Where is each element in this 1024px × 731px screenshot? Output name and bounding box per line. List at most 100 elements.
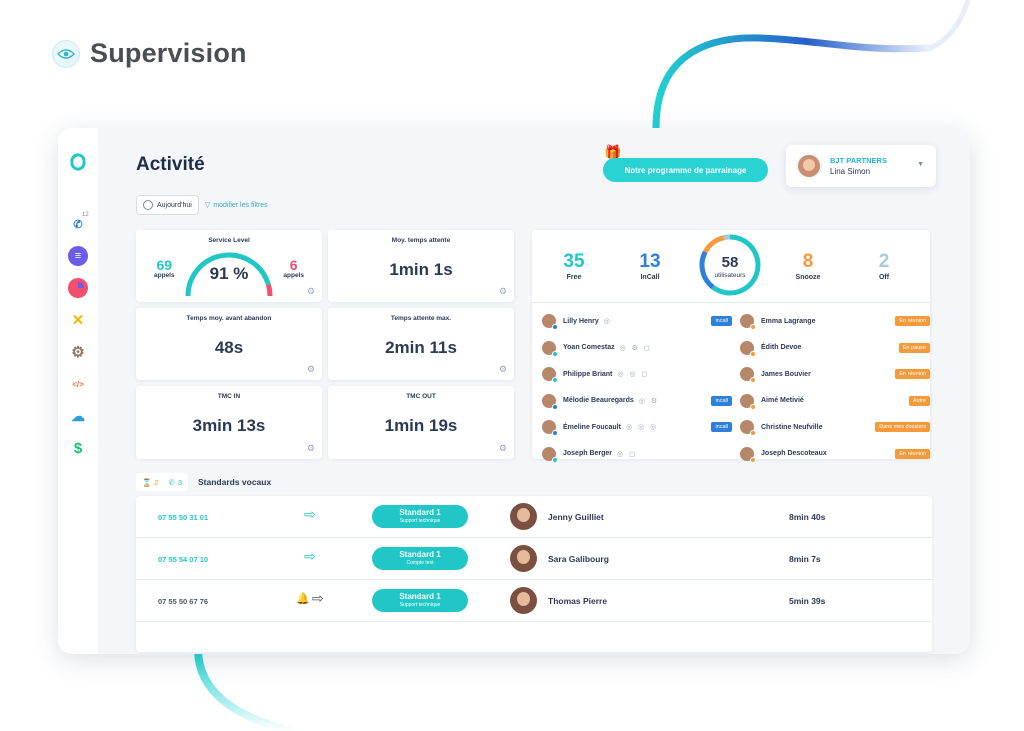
table-row[interactable]: 07 55 50 31 01 ⇨ Standard 1 Support techniq… xyxy=(136,496,932,538)
status-dot xyxy=(750,403,756,410)
users-panel: 35 Free 13 InCall 58 utilisateurs 8 Snoo… xyxy=(532,230,930,463)
kpi-label: TMC OUT xyxy=(406,393,436,400)
gear-icon[interactable]: ⚙ xyxy=(71,344,85,361)
donut-off-arc xyxy=(723,234,731,241)
user-name: Édith Devoe xyxy=(761,344,802,352)
user-row[interactable]: Édith Devoe En pause xyxy=(740,335,930,362)
table-row[interactable]: 07 55 50 67 76 🔔 ⇨ Standard 1 Support techni… xyxy=(136,580,932,622)
user-row[interactable]: Yoan Comestaz ◎ ⚙ ◻ xyxy=(542,335,732,362)
pie-chart-icon[interactable] xyxy=(68,278,88,298)
avatar xyxy=(740,446,756,463)
donut-free-arc xyxy=(711,234,761,296)
users-list-right: Emma Lagrange En réunion Édith Devoe En pau… xyxy=(740,308,930,467)
avatar xyxy=(542,314,558,331)
gear-icon[interactable]: ⚙ xyxy=(306,364,315,374)
status-badge: Dans mes dossiers xyxy=(875,422,930,433)
kpi-tmc-in: TMC IN 3min 13s ⚙ xyxy=(136,386,322,459)
caller-number[interactable]: 07 55 50 31 01 xyxy=(158,513,209,522)
transfer-arrow-icon[interactable]: ⇨ xyxy=(312,590,324,606)
standard-sub: Compte test xyxy=(406,560,434,566)
standards-title: Standards vocaux xyxy=(197,477,272,487)
stat-free: 35 Free xyxy=(544,252,604,282)
user-row[interactable]: Joseph Descoteaux En réunion xyxy=(740,441,930,468)
stat-count: 2 xyxy=(878,251,890,272)
missed-unit: appels xyxy=(283,272,304,279)
stat-label: Off xyxy=(878,274,890,281)
status-badge: Autre xyxy=(908,395,930,406)
hourglass-icon: ⌛ xyxy=(142,477,152,487)
avatar xyxy=(740,420,756,437)
eye-icon xyxy=(52,39,80,68)
gift-icon: 🎁 xyxy=(604,144,622,160)
user-row[interactable]: Lilly Henry ◎ incall xyxy=(542,308,732,335)
user-name: Lilly Henry xyxy=(563,317,599,325)
caller-number[interactable]: 07 55 50 67 76 xyxy=(158,597,209,606)
user-name: Aimé Metivié xyxy=(761,397,804,405)
phone-icon[interactable]: ✆ xyxy=(73,218,83,231)
user-row[interactable]: Joseph Berger ◎ ◻ xyxy=(542,441,732,468)
gear-icon[interactable]: ⚙ xyxy=(306,443,315,453)
main-content: Activité 🎁 Notre programme de parrainage… xyxy=(98,128,970,654)
user-row[interactable]: Mélodie Beauregards ◎ ⚙ incall xyxy=(542,388,732,415)
status-dot xyxy=(750,430,756,437)
user-name: Yoan Comestaz xyxy=(563,344,615,352)
status-dot xyxy=(750,377,756,384)
status-badge: En réunion xyxy=(895,316,930,327)
modify-filters-link[interactable]: ▽ modifier les filtres xyxy=(205,201,268,210)
table-row[interactable]: 07 55 54 07 10 ⇨ Standard 1 Compte test Sara… xyxy=(136,538,932,580)
user-name: Christine Neufville xyxy=(761,423,823,431)
answered-count: 69 xyxy=(156,257,173,273)
avatar xyxy=(542,367,558,384)
transfer-arrow-icon[interactable]: ⇨ xyxy=(304,506,316,522)
avatar xyxy=(510,545,537,572)
period-selector[interactable]: Aujourd'hui xyxy=(136,195,199,215)
standards-header: ⌛ 2 ✆ 3 Standards vocaux xyxy=(136,473,271,491)
clock-icon xyxy=(143,200,153,210)
chevron-down-icon[interactable]: ▼ xyxy=(917,161,924,168)
transfer-arrow-icon[interactable]: ⇨ xyxy=(304,548,316,564)
app-window: ✆ 12 ≡ ✕ ⚙ </> ☁ $ Activité 🎁 Notre prog… xyxy=(58,128,970,654)
user-name: Mélodie Beauregards xyxy=(563,397,634,405)
stat-count: 13 xyxy=(639,251,661,272)
caller-number[interactable]: 07 55 54 07 10 xyxy=(158,555,209,564)
status-badge: incall xyxy=(711,395,732,406)
avatar xyxy=(542,420,558,437)
user-row[interactable]: Christine Neufville Dans mes dossiers xyxy=(740,414,930,441)
gear-icon[interactable]: ⚙ xyxy=(306,286,315,296)
standards-table: 07 55 50 31 01 ⇨ Standard 1 Support techniq… xyxy=(136,496,932,652)
status-dot xyxy=(750,456,756,463)
gear-icon[interactable]: ⚙ xyxy=(498,364,507,374)
avatar xyxy=(510,503,537,530)
gear-icon[interactable]: ⚙ xyxy=(498,443,507,453)
users-total: 58 xyxy=(721,254,739,271)
user-name: Émeline Foucault xyxy=(563,423,621,431)
avatar xyxy=(740,367,756,384)
donut-snooze-arc xyxy=(703,235,725,254)
account-switcher[interactable]: BJT PARTNERS Lina Simon ▼ xyxy=(786,145,936,187)
donut-incall-arc xyxy=(699,250,715,290)
status-dot xyxy=(552,324,558,331)
device-icons: ◎ ◎ ◎ xyxy=(625,424,659,432)
user-row[interactable]: Émeline Foucault ◎ ◎ ◎ incall xyxy=(542,414,732,441)
crossed-tools-icon[interactable]: ✕ xyxy=(71,312,85,329)
stat-snooze: 8 Snooze xyxy=(778,252,838,282)
user-row[interactable]: Philippe Briant ◎ ◎ ◻ xyxy=(542,361,732,388)
user-row[interactable]: Aimé Metivié Autre xyxy=(740,388,930,415)
agent-name: Sara Galibourg xyxy=(548,554,609,564)
user-row[interactable]: James Bouvier En réunion xyxy=(740,361,930,388)
status-badge: incall xyxy=(711,316,732,327)
avatar xyxy=(740,314,756,331)
stat-label: InCall xyxy=(640,274,660,281)
status-dot xyxy=(552,430,558,437)
list-icon[interactable]: ≡ xyxy=(68,246,88,266)
user-row[interactable]: Emma Lagrange En réunion xyxy=(740,308,930,335)
cloud-icon[interactable]: ☁ xyxy=(71,407,85,424)
device-icons: ◎ ◻ xyxy=(617,450,637,458)
app-logo-icon[interactable] xyxy=(68,152,88,172)
dollar-icon[interactable]: $ xyxy=(73,439,83,457)
gear-icon[interactable]: ⚙ xyxy=(498,286,507,296)
standard-pill: Standard 1 Support technique xyxy=(372,589,468,612)
code-icon[interactable]: </> xyxy=(72,379,84,389)
referral-button[interactable]: Notre programme de parrainage xyxy=(603,158,768,182)
